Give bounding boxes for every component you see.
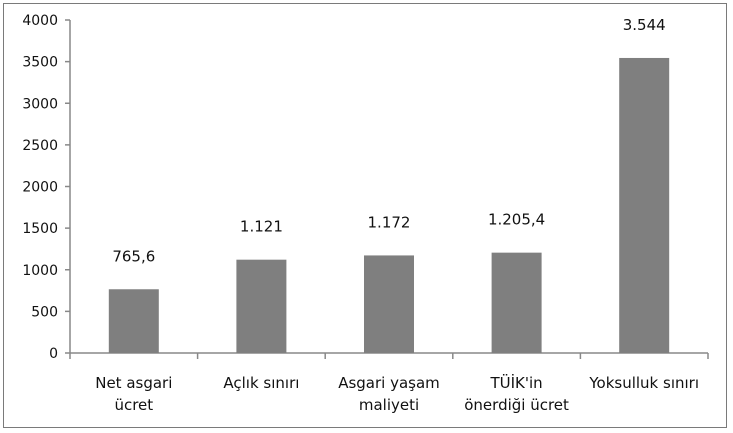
x-category-label: Açlık sınırı bbox=[223, 374, 299, 392]
y-tick-label: 1500 bbox=[22, 221, 58, 237]
y-tick-label: 3500 bbox=[22, 55, 58, 71]
y-tick-label: 3000 bbox=[22, 96, 58, 112]
data-label: 765,6 bbox=[112, 247, 155, 265]
y-tick-label: 2500 bbox=[22, 138, 58, 154]
bar bbox=[619, 57, 670, 353]
x-category-label: TÜİK'in bbox=[489, 373, 542, 392]
y-tick-label: 2000 bbox=[22, 180, 58, 196]
x-category-label: Yoksulluk sınırı bbox=[588, 374, 699, 392]
y-tick-label: 4000 bbox=[22, 13, 58, 29]
data-label: 1.205,4 bbox=[488, 211, 545, 229]
data-label: 3.544 bbox=[623, 16, 666, 34]
data-label: 1.172 bbox=[368, 213, 411, 231]
x-category-label: Net asgari bbox=[95, 374, 172, 392]
bar bbox=[236, 259, 287, 353]
bar bbox=[364, 255, 414, 353]
y-tick-label: 1000 bbox=[22, 263, 58, 279]
x-category-label: Asgari yaşam bbox=[338, 374, 440, 392]
bar bbox=[491, 252, 542, 353]
data-label: 1.121 bbox=[240, 218, 283, 236]
y-tick-label: 500 bbox=[31, 304, 58, 320]
y-tick-label: 0 bbox=[49, 346, 58, 362]
chart-border bbox=[3, 3, 727, 428]
x-category-label: ücret bbox=[114, 396, 153, 414]
x-category-label: önerdiği ücret bbox=[464, 396, 569, 414]
bar bbox=[108, 289, 159, 353]
x-category-label: maliyeti bbox=[359, 396, 419, 414]
